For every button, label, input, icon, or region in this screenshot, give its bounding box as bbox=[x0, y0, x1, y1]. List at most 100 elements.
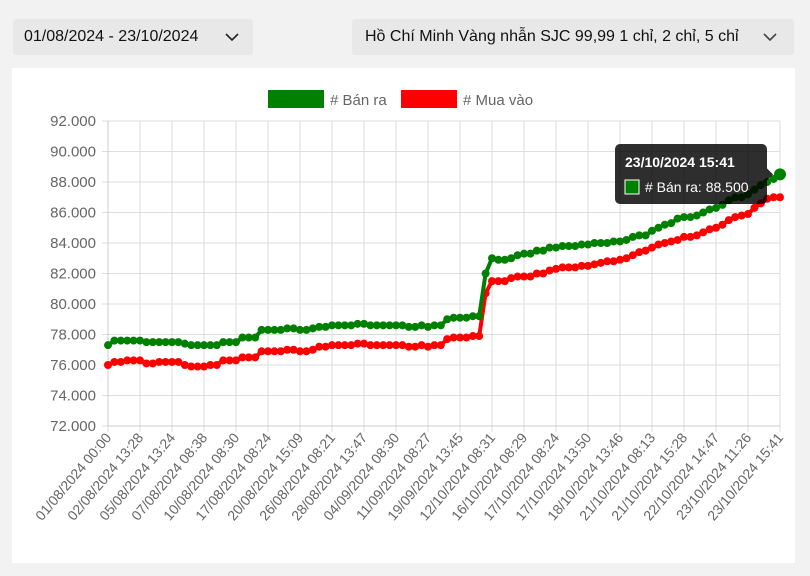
data-point[interactable] bbox=[302, 347, 311, 356]
data-point[interactable] bbox=[206, 341, 215, 350]
data-point[interactable] bbox=[180, 361, 189, 369]
data-point[interactable] bbox=[481, 269, 490, 278]
data-point[interactable] bbox=[654, 223, 663, 232]
data-point[interactable] bbox=[104, 361, 112, 369]
data-point[interactable] bbox=[705, 205, 714, 214]
data-point[interactable] bbox=[404, 342, 413, 351]
data-point[interactable] bbox=[148, 359, 157, 368]
data-point[interactable] bbox=[321, 342, 330, 351]
data-point[interactable] bbox=[628, 251, 637, 260]
data-point[interactable] bbox=[558, 242, 567, 251]
data-point[interactable] bbox=[692, 231, 701, 240]
data-point[interactable] bbox=[571, 242, 580, 251]
data-point[interactable] bbox=[360, 339, 368, 348]
data-point[interactable] bbox=[129, 356, 138, 365]
data-point[interactable] bbox=[392, 341, 400, 350]
data-point[interactable] bbox=[635, 231, 644, 240]
data-point[interactable] bbox=[302, 325, 311, 334]
data-point[interactable] bbox=[424, 322, 432, 331]
data-point[interactable] bbox=[110, 336, 119, 345]
data-point[interactable] bbox=[526, 272, 535, 281]
data-point[interactable] bbox=[123, 356, 132, 365]
data-point[interactable] bbox=[225, 356, 234, 365]
data-point[interactable] bbox=[667, 237, 676, 246]
data-point[interactable] bbox=[718, 220, 727, 229]
data-point[interactable] bbox=[366, 341, 375, 350]
data-point[interactable] bbox=[315, 322, 324, 331]
data-point[interactable] bbox=[609, 257, 618, 266]
data-point[interactable] bbox=[590, 239, 599, 247]
data-point[interactable] bbox=[347, 321, 356, 330]
data-point[interactable] bbox=[641, 231, 650, 240]
data-point[interactable] bbox=[360, 319, 368, 328]
data-point[interactable] bbox=[500, 277, 509, 286]
data-point[interactable] bbox=[724, 216, 733, 225]
data-point[interactable] bbox=[520, 249, 528, 258]
data-point[interactable] bbox=[660, 239, 669, 247]
data-point[interactable] bbox=[123, 336, 132, 345]
data-point[interactable] bbox=[494, 277, 503, 286]
data-point[interactable] bbox=[609, 237, 618, 246]
data-point[interactable] bbox=[276, 325, 285, 334]
data-point[interactable] bbox=[584, 240, 592, 249]
data-point[interactable] bbox=[212, 341, 221, 350]
data-point[interactable] bbox=[289, 324, 298, 333]
data-point[interactable] bbox=[232, 338, 240, 347]
data-point[interactable] bbox=[590, 260, 599, 269]
data-point[interactable] bbox=[110, 357, 119, 366]
data-point[interactable] bbox=[168, 357, 176, 366]
data-point[interactable] bbox=[507, 254, 516, 263]
data-point[interactable] bbox=[251, 353, 260, 362]
data-point[interactable] bbox=[379, 321, 388, 330]
data-point[interactable] bbox=[468, 332, 477, 341]
data-point[interactable] bbox=[622, 235, 631, 244]
data-point[interactable] bbox=[430, 341, 439, 350]
data-point[interactable] bbox=[283, 345, 292, 354]
data-point[interactable] bbox=[308, 324, 317, 333]
data-point[interactable] bbox=[603, 239, 612, 247]
data-point[interactable] bbox=[680, 232, 688, 241]
data-point[interactable] bbox=[238, 353, 247, 362]
data-point[interactable] bbox=[244, 353, 253, 362]
data-point[interactable] bbox=[193, 362, 202, 371]
data-point[interactable] bbox=[200, 341, 208, 350]
data-point[interactable] bbox=[436, 321, 445, 330]
price-line-chart[interactable]: 72.000 74.000 76.000 78.000 80.000 82.000 84.0… bbox=[12, 68, 795, 563]
data-point[interactable] bbox=[468, 312, 477, 321]
data-point[interactable] bbox=[180, 339, 189, 348]
data-point[interactable] bbox=[488, 277, 496, 286]
data-point[interactable] bbox=[270, 347, 279, 356]
data-point[interactable] bbox=[737, 211, 746, 220]
data-point[interactable] bbox=[161, 357, 170, 366]
data-point[interactable] bbox=[475, 312, 484, 321]
data-point[interactable] bbox=[155, 357, 164, 366]
data-point[interactable] bbox=[686, 213, 695, 222]
data-point[interactable] bbox=[526, 249, 535, 258]
data-point[interactable] bbox=[129, 336, 138, 345]
data-point[interactable] bbox=[321, 322, 330, 331]
data-point[interactable] bbox=[219, 356, 228, 365]
data-point[interactable] bbox=[353, 319, 362, 328]
data-point[interactable] bbox=[411, 342, 420, 351]
data-point[interactable] bbox=[136, 336, 144, 345]
data-point[interactable] bbox=[347, 341, 356, 350]
data-point[interactable] bbox=[660, 220, 669, 229]
data-point[interactable] bbox=[635, 248, 644, 257]
data-point[interactable] bbox=[443, 335, 452, 344]
data-point[interactable] bbox=[219, 338, 228, 347]
data-point[interactable] bbox=[571, 263, 580, 272]
data-point[interactable] bbox=[328, 341, 336, 350]
data-point[interactable] bbox=[296, 325, 304, 334]
data-point[interactable] bbox=[385, 321, 394, 330]
data-point[interactable] bbox=[142, 359, 151, 368]
data-point[interactable] bbox=[564, 263, 573, 272]
data-point[interactable] bbox=[558, 263, 567, 272]
data-point[interactable] bbox=[769, 193, 778, 202]
data-point[interactable] bbox=[539, 246, 548, 255]
data-point[interactable] bbox=[680, 213, 688, 222]
data-point[interactable] bbox=[513, 251, 522, 260]
data-point[interactable] bbox=[148, 338, 157, 347]
data-point[interactable] bbox=[417, 341, 426, 350]
data-point[interactable] bbox=[494, 255, 503, 264]
data-point[interactable] bbox=[136, 356, 144, 365]
